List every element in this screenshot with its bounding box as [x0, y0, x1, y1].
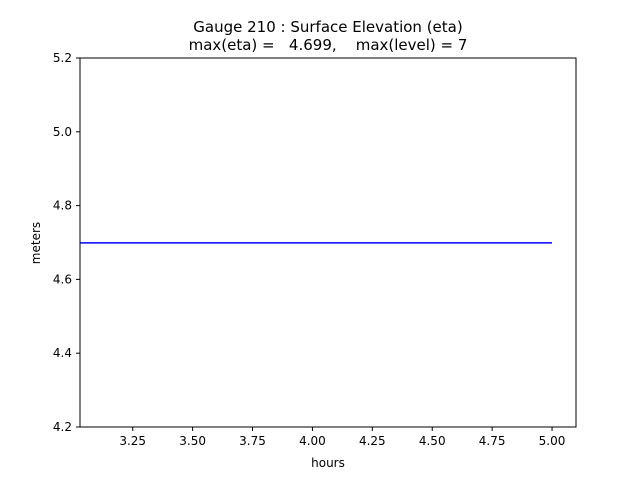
x-tick-label: 5.00 — [539, 434, 566, 448]
x-tick-label: 3.25 — [119, 434, 146, 448]
y-axis-ticks: 4.2 4.4 4.6 4.8 5.0 5.2 — [53, 51, 80, 434]
y-tick-label: 5.2 — [53, 51, 72, 65]
x-tick-label: 3.50 — [179, 434, 206, 448]
x-tick-label: 4.75 — [479, 434, 506, 448]
y-tick-label: 4.6 — [53, 272, 72, 286]
x-tick-label: 4.00 — [299, 434, 326, 448]
chart-title-line-2: max(eta) = 4.699, max(level) = 7 — [189, 36, 468, 54]
axes-frame — [79, 57, 577, 428]
y-tick-label: 4.8 — [53, 199, 72, 213]
y-tick-label: 5.0 — [53, 125, 72, 139]
y-axis-label: meters — [29, 222, 43, 264]
x-tick-label: 3.75 — [239, 434, 266, 448]
x-tick-label: 4.25 — [359, 434, 386, 448]
y-tick-label: 4.2 — [53, 420, 72, 434]
x-tick-label: 4.50 — [419, 434, 446, 448]
y-tick-label: 4.4 — [53, 346, 72, 360]
x-axis-ticks: 3.25 3.50 3.75 4.00 4.25 4.50 4.75 5.00 — [119, 427, 565, 448]
x-axis-label: hours — [311, 456, 345, 470]
chart-title-line-1: Gauge 210 : Surface Elevation (eta) — [193, 18, 462, 36]
